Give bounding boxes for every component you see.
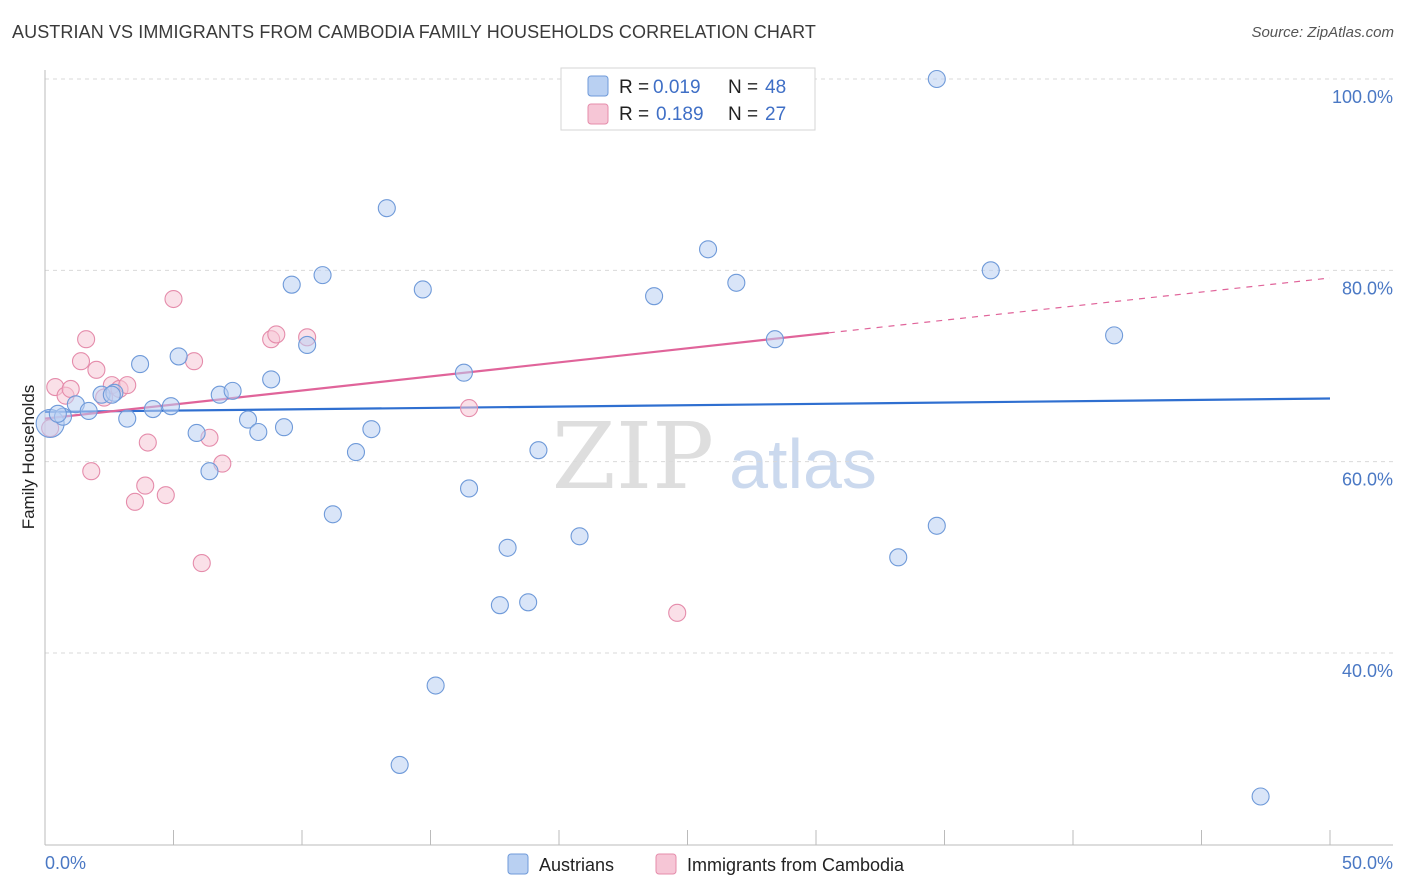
point-cambodia-5 — [77, 330, 96, 349]
bottom-legend-austrians-label: Austrians — [539, 855, 614, 875]
point-austrians-29 — [454, 363, 473, 382]
point-austrians-43 — [981, 261, 1000, 280]
legend-austrians-r-value: 0.019 — [653, 77, 701, 98]
point-austrians-25 — [377, 199, 396, 218]
trend-line-austrians — [44, 397, 1331, 414]
point-austrians-8 — [143, 399, 162, 419]
point-austrians-22 — [323, 505, 342, 524]
point-austrians-47 — [102, 385, 121, 404]
bottom-legend: Austrians Immigrants from Cambodia — [507, 853, 905, 875]
point-austrians-21 — [313, 266, 332, 285]
legend-cambodia-r-value: 0.189 — [656, 104, 704, 125]
point-austrians-12 — [200, 462, 219, 481]
legend-cambodia-n-label: N = — [728, 104, 758, 125]
point-cambodia-17 — [185, 352, 204, 371]
y-axis-label: Family Households — [19, 385, 38, 530]
point-austrians-35 — [570, 527, 589, 546]
y-tick-label-1: 80.0% — [1342, 278, 1393, 298]
point-austrians-20 — [298, 335, 317, 355]
x-ticks — [44, 830, 1331, 845]
point-austrians-46 — [48, 404, 67, 423]
axes — [44, 70, 1393, 846]
point-austrians-17 — [262, 370, 281, 389]
point-austrians-37 — [699, 240, 718, 259]
point-austrians-30 — [459, 479, 479, 498]
point-austrians-33 — [519, 593, 538, 612]
chart-title: AUSTRIAN VS IMMIGRANTS FROM CAMBODIA FAM… — [12, 22, 816, 42]
watermark: ZIP atlas — [552, 403, 877, 510]
chart-source: Source: ZipAtlas.com — [1251, 24, 1394, 41]
legend-austrians-n-value: 48 — [765, 77, 786, 98]
point-cambodia-14 — [138, 433, 157, 452]
point-cambodia-24 — [459, 399, 479, 418]
series-austrians-points — [35, 69, 1270, 806]
point-austrians-31 — [490, 596, 509, 615]
point-austrians-14 — [223, 381, 242, 400]
legend-cambodia-swatch — [587, 103, 609, 125]
gridlines — [45, 78, 1393, 654]
legend-cambodia-n-value: 27 — [765, 104, 786, 125]
y-tick-label-0: 100.0% — [1332, 87, 1393, 107]
point-cambodia-13 — [136, 476, 155, 495]
point-austrians-40 — [889, 548, 908, 567]
bottom-legend-cambodia-swatch — [655, 853, 677, 875]
point-austrians-34 — [529, 441, 548, 460]
point-austrians-36 — [645, 287, 664, 306]
point-austrians-27 — [413, 280, 432, 299]
point-austrians-26 — [390, 755, 409, 774]
point-austrians-15 — [238, 410, 258, 429]
point-cambodia-25 — [668, 603, 687, 622]
point-austrians-19 — [282, 275, 301, 294]
y-tick-labels: 100.0% 80.0% 60.0% 40.0% — [1332, 87, 1393, 681]
legend-austrians-swatch — [587, 75, 609, 97]
watermark-atlas: atlas — [729, 425, 877, 503]
point-cambodia-6 — [82, 462, 101, 481]
x-tick-label-max: 50.0% — [1342, 853, 1393, 873]
point-austrians-32 — [498, 538, 517, 557]
bottom-legend-austrians-swatch — [507, 853, 529, 875]
legend-cambodia-r-label: R = — [619, 104, 649, 125]
legend-austrians-r-label: R = — [619, 77, 649, 98]
watermark-zip: ZIP — [552, 403, 714, 510]
series-cambodia-points — [41, 69, 766, 622]
point-austrians-9 — [161, 397, 180, 416]
point-cambodia-22 — [267, 325, 286, 344]
point-austrians-23 — [346, 443, 366, 462]
point-austrians-39 — [765, 330, 784, 349]
legend-austrians-n-label: N = — [728, 77, 758, 98]
point-cambodia-4 — [71, 352, 91, 371]
point-austrians-10 — [169, 347, 188, 366]
point-austrians-6 — [118, 409, 137, 428]
point-austrians-11 — [187, 423, 206, 443]
bottom-legend-cambodia-label: Immigrants from Cambodia — [687, 855, 905, 875]
point-cambodia-3 — [61, 379, 80, 399]
point-austrians-45 — [1251, 787, 1270, 806]
point-austrians-16 — [249, 422, 268, 442]
point-cambodia-18 — [192, 554, 211, 573]
point-cambodia-7 — [87, 360, 106, 379]
point-austrians-3 — [79, 401, 98, 421]
legend-box: R = 0.019 N = 48 R = 0.189 N = 27 — [560, 67, 816, 131]
y-tick-label-3: 40.0% — [1342, 661, 1393, 681]
point-austrians-24 — [362, 420, 381, 439]
x-tick-label-min: 0.0% — [45, 853, 86, 873]
point-austrians-38 — [727, 273, 746, 292]
trend-line-cambodia-extension — [828, 277, 1331, 334]
point-austrians-18 — [274, 418, 294, 437]
point-cambodia-16 — [164, 289, 183, 309]
point-austrians-42 — [927, 516, 946, 535]
point-austrians-41 — [927, 69, 946, 89]
point-cambodia-15 — [156, 486, 175, 505]
point-austrians-7 — [131, 355, 150, 374]
point-austrians-28 — [426, 676, 445, 695]
y-tick-label-2: 60.0% — [1342, 470, 1393, 490]
point-austrians-44 — [1105, 326, 1124, 345]
point-cambodia-12 — [125, 492, 144, 511]
